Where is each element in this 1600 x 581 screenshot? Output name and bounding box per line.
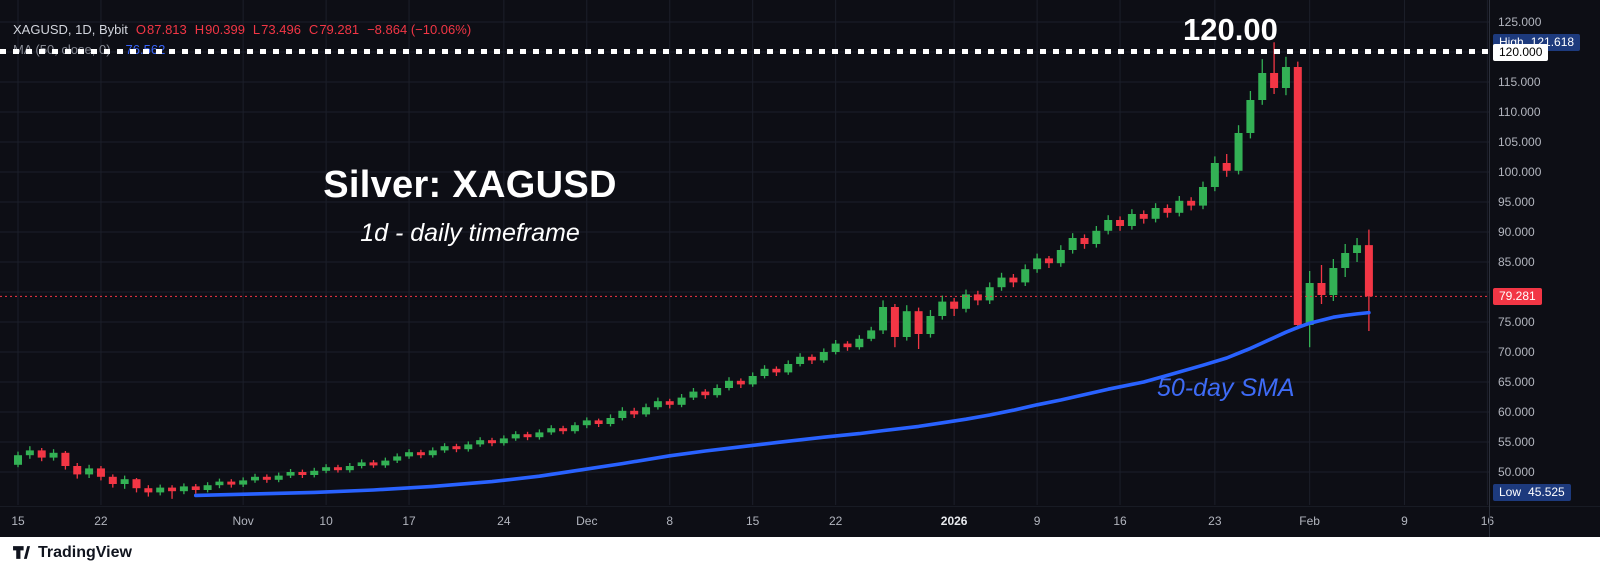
price-tick-label: 60.000 <box>1498 405 1535 419</box>
time-tick-label: 9 <box>1033 514 1041 528</box>
chart-title[interactable]: Silver: XAGUSD <box>323 164 617 206</box>
time-tick-label: 24 <box>497 514 511 528</box>
ohlc-open: O87.813 <box>135 21 187 37</box>
ohlc-low: L73.496 <box>252 21 301 37</box>
time-tick-label: 22 <box>828 514 843 528</box>
time-tick-label: Nov <box>232 514 254 528</box>
price-axis[interactable]: 125.000 115.000 110.000 105.000 100.000 95.00… <box>1489 0 1600 537</box>
price-tick-label: 95.000 <box>1498 195 1535 209</box>
symbol-title[interactable]: XAGUSD, 1D, Bybit <box>13 21 128 37</box>
price-tick-label: 70.000 <box>1498 345 1535 359</box>
price-tick-label: 115.000 <box>1498 75 1541 89</box>
time-tick-label: 15 <box>11 514 25 528</box>
footer-bar: TradingView <box>0 537 1600 581</box>
time-tick-label: 23 <box>1208 514 1222 528</box>
price-tick-label: 110.000 <box>1498 105 1541 119</box>
candlestick-chart-canvas[interactable] <box>0 0 1600 537</box>
time-tick-label: 16 <box>1480 514 1495 528</box>
price-tick-label: 55.000 <box>1498 435 1535 449</box>
time-tick-label: 8 <box>666 514 674 528</box>
tradingview-logo-icon[interactable] <box>12 543 31 562</box>
resistance-level-line[interactable] <box>0 49 1489 54</box>
price-tick-label: 50.000 <box>1498 465 1535 479</box>
time-tick-label: 2026 <box>940 514 968 528</box>
ohlc-close: C79.281 <box>308 21 360 37</box>
last-price-badge: 79.281 <box>1493 287 1542 305</box>
time-tick-label: 10 <box>319 514 333 528</box>
time-tick-label: 16 <box>1113 514 1127 528</box>
price-change: −8.864 (−10.06%) <box>367 21 472 37</box>
price-tick-label: 85.000 <box>1498 255 1535 269</box>
price-tick-label: 105.000 <box>1498 135 1542 149</box>
time-tick-label: 17 <box>402 514 416 528</box>
ohlc-high: H90.399 <box>194 21 245 37</box>
time-axis[interactable]: 15 22 Nov 10 17 24 Dec 8 15 22 2026 9 16 23 Feb 9 16 <box>0 506 1600 538</box>
tradingview-brand[interactable]: TradingView <box>38 544 132 561</box>
low-price-badge: Low 45.525 <box>1493 484 1571 501</box>
time-tick-label: 9 <box>1401 514 1408 528</box>
legend-symbol-row[interactable]: XAGUSD, 1D, Bybit O87.813 H90.399 L73.49… <box>13 20 471 38</box>
sma-annotation[interactable]: 50-day SMA <box>1157 374 1295 402</box>
chart-subtitle[interactable]: 1d - daily timeframe <box>360 219 580 247</box>
price-tick-label: 75.000 <box>1498 315 1535 329</box>
chart-title-drawing[interactable]: Silver: XAGUSD 1d - daily timeframe <box>298 164 642 248</box>
time-tick-label: 22 <box>94 514 108 528</box>
time-tick-label: Dec <box>576 514 598 528</box>
time-tick-label: Feb <box>1299 514 1320 528</box>
time-tick-label: 15 <box>746 514 760 528</box>
price-tick-label: 100.000 <box>1498 165 1542 179</box>
resistance-level-label[interactable]: 120.00 <box>1183 12 1278 47</box>
price-tick-label: 125.000 <box>1498 15 1542 29</box>
price-tick-label: 65.000 <box>1498 375 1535 389</box>
level-price-badge: 120.000 <box>1493 43 1549 61</box>
price-tick-label: 90.000 <box>1498 225 1535 239</box>
